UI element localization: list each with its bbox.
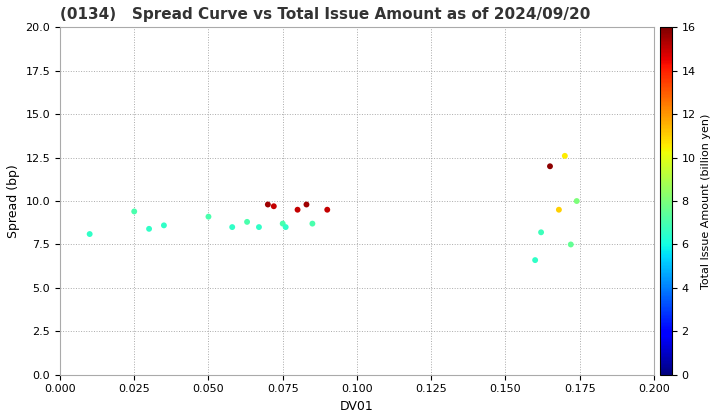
Point <box>227 224 238 231</box>
Point <box>301 201 312 208</box>
Point <box>262 201 274 208</box>
Point <box>553 206 564 213</box>
Point <box>203 213 215 220</box>
Point <box>280 224 292 231</box>
Y-axis label: Spread (bp): Spread (bp) <box>7 164 20 238</box>
Point <box>84 231 96 237</box>
Point <box>571 198 582 205</box>
Point <box>535 229 546 236</box>
Point <box>307 220 318 227</box>
X-axis label: DV01: DV01 <box>340 400 374 413</box>
Point <box>158 222 170 229</box>
Point <box>544 163 556 170</box>
Point <box>241 218 253 225</box>
Point <box>565 241 577 248</box>
Point <box>128 208 140 215</box>
Point <box>292 206 303 213</box>
Point <box>268 203 279 210</box>
Point <box>322 206 333 213</box>
Text: (0134)   Spread Curve vs Total Issue Amount as of 2024/09/20: (0134) Spread Curve vs Total Issue Amoun… <box>60 7 590 22</box>
Point <box>253 224 265 231</box>
Point <box>277 220 289 227</box>
Point <box>559 152 570 159</box>
Point <box>529 257 541 263</box>
Point <box>143 226 155 232</box>
Y-axis label: Total Issue Amount (billion yen): Total Issue Amount (billion yen) <box>701 113 711 289</box>
